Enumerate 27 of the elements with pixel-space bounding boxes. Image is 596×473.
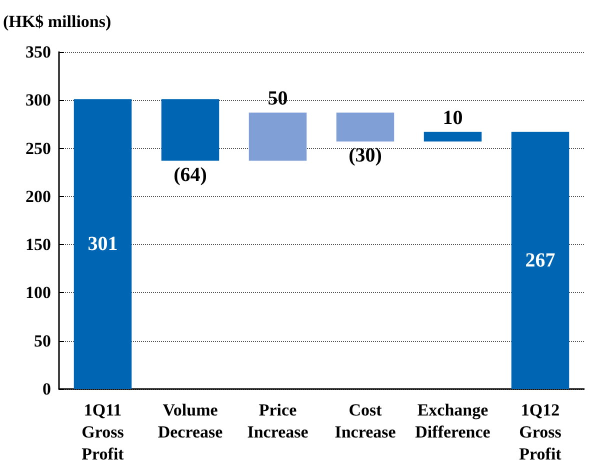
bar: [161, 99, 220, 161]
data-label: 50: [268, 88, 288, 110]
bar: [511, 132, 570, 389]
data-label: (64): [174, 164, 207, 186]
data-label: 10: [442, 106, 463, 129]
data-label: (30): [348, 144, 382, 167]
bar: [248, 112, 307, 161]
y-tick-label: 50: [34, 331, 51, 350]
bar: [424, 132, 482, 142]
y-tick-label: 250: [26, 138, 51, 158]
x-tick-label: Volume Decrease: [158, 400, 224, 442]
x-tick-label: Cost Increase: [334, 400, 396, 442]
x-tick-label: 1Q11 Gross Profit: [82, 400, 124, 464]
data-label: 301: [88, 233, 118, 256]
x-tick-label: Price Increase: [247, 400, 309, 442]
bar: [74, 99, 132, 389]
y-tick-label: 200: [26, 186, 51, 206]
data-label: 267: [525, 249, 556, 272]
y-tick-label: 100: [26, 283, 51, 302]
y-axis-title: (HK$ millions): [3, 12, 112, 31]
bar: [336, 112, 394, 142]
y-tick-label: 150: [26, 235, 51, 254]
x-tick-label: 1Q12 Gross Profit: [519, 400, 562, 464]
y-tick-label: 300: [26, 90, 51, 110]
y-tick-label: 350: [26, 42, 51, 62]
y-tick-label: 0: [42, 380, 51, 398]
x-tick-label: Exchange Difference: [415, 400, 491, 442]
